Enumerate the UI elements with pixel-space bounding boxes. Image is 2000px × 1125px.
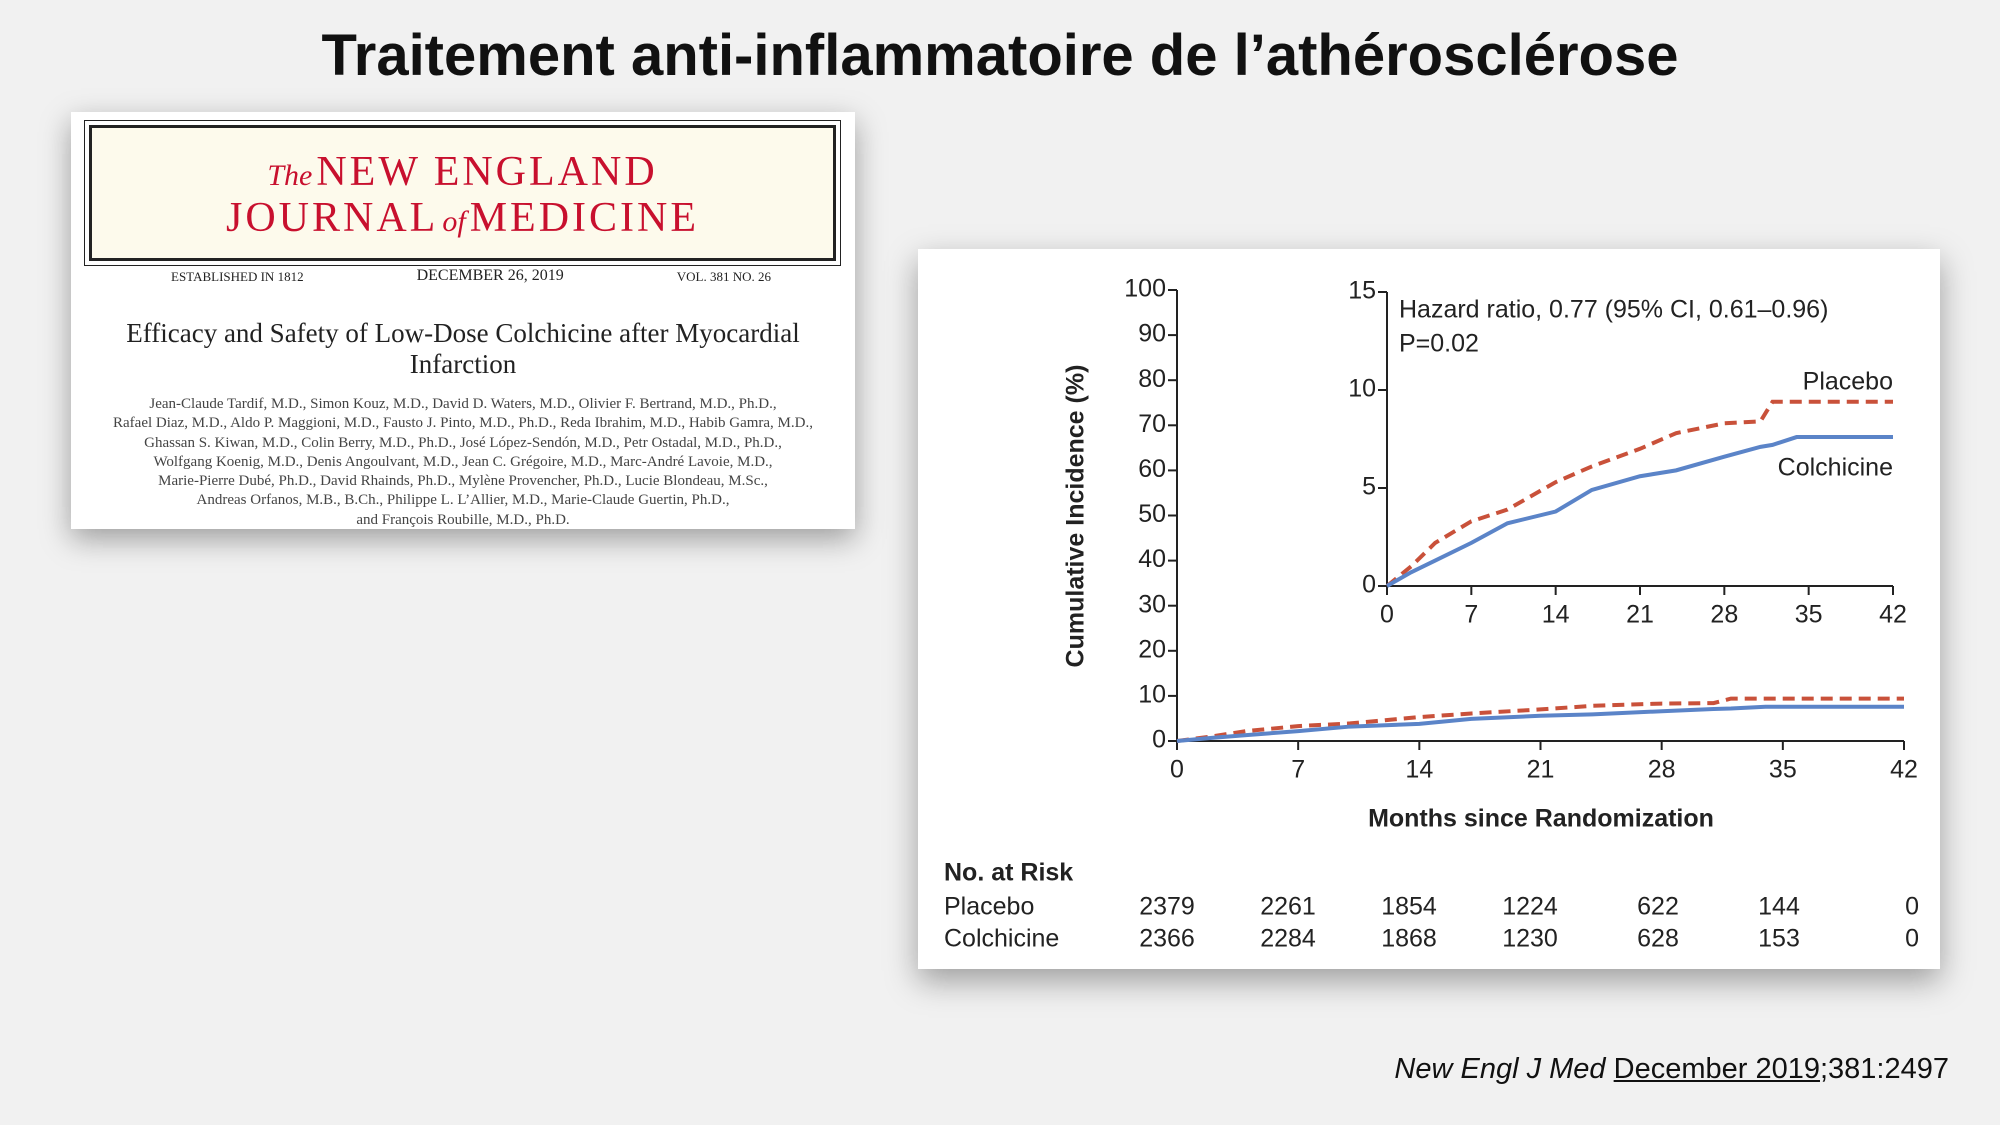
risk-count: 622 bbox=[1637, 893, 1679, 921]
x-tick-label: 7 bbox=[1464, 601, 1478, 629]
risk-count: 0 bbox=[1905, 893, 1919, 921]
risk-count: 1868 bbox=[1381, 925, 1437, 953]
risk-count: 1230 bbox=[1502, 925, 1558, 953]
y-tick-label: 10 bbox=[1138, 681, 1166, 709]
series-line bbox=[1385, 399, 1893, 588]
citation-ref: ;381:2497 bbox=[1819, 1053, 1949, 1085]
established: ESTABLISHED IN 1812 bbox=[171, 269, 304, 284]
x-tick-label: 0 bbox=[1380, 601, 1394, 629]
volume: VOL. 381 NO. 26 bbox=[676, 269, 771, 284]
author-line: Jean-Claude Tardif, M.D., Simon Kouz, M.… bbox=[149, 396, 777, 412]
y-tick-label: 15 bbox=[1348, 277, 1376, 305]
x-tick-label: 0 bbox=[1170, 756, 1184, 784]
x-tick-label: 35 bbox=[1769, 756, 1797, 784]
x-axis-title: Months since Randomization bbox=[1368, 805, 1714, 833]
risk-count: 628 bbox=[1637, 925, 1679, 953]
risk-count: 144 bbox=[1758, 893, 1800, 921]
x-tick-label: 35 bbox=[1795, 601, 1823, 629]
risk-count: 2284 bbox=[1260, 925, 1316, 953]
y-tick-label: 0 bbox=[1152, 726, 1166, 754]
series-line bbox=[1386, 435, 1893, 588]
x-tick-label: 21 bbox=[1527, 756, 1555, 784]
series-line bbox=[1176, 696, 1904, 743]
y-tick-label: 0 bbox=[1362, 571, 1376, 599]
y-tick-label: 80 bbox=[1138, 365, 1166, 393]
citation-journal: New Engl J Med bbox=[1394, 1053, 1606, 1085]
masthead: The NEW ENGLAND JOURNAL of MEDICINE bbox=[84, 120, 841, 266]
risk-row-label: Placebo bbox=[944, 893, 1034, 921]
y-tick-label: 60 bbox=[1138, 455, 1166, 483]
x-tick-label: 7 bbox=[1291, 756, 1305, 784]
issue-info: ESTABLISHED IN 1812 DECEMBER 26, 2019 VO… bbox=[171, 267, 771, 285]
journal-word: JOURNAL bbox=[226, 195, 439, 241]
risk-count: 2261 bbox=[1260, 893, 1316, 921]
y-tick-label: 100 bbox=[1124, 275, 1166, 303]
x-tick-label: 28 bbox=[1710, 601, 1738, 629]
y-tick-label: 20 bbox=[1138, 635, 1166, 663]
y-tick-label: 50 bbox=[1138, 500, 1166, 528]
y-axis-title: Cumulative Incidence (%) bbox=[1062, 365, 1090, 668]
x-tick-label: 21 bbox=[1626, 601, 1654, 629]
author-line: and François Roubille, M.D., Ph.D. bbox=[356, 511, 570, 528]
annotation: P=0.02 bbox=[1399, 330, 1479, 358]
y-tick-label: 5 bbox=[1362, 473, 1376, 501]
risk-count: 153 bbox=[1758, 925, 1800, 953]
risk-count: 1224 bbox=[1502, 893, 1558, 921]
y-tick-label: 90 bbox=[1138, 320, 1166, 348]
risk-count: 0 bbox=[1905, 925, 1919, 953]
series-line bbox=[1176, 704, 1904, 743]
risk-count: 2379 bbox=[1139, 893, 1195, 921]
y-tick-label: 10 bbox=[1348, 375, 1376, 403]
slide-title: Traitement anti-inflammatoire de l’athér… bbox=[321, 23, 1679, 88]
journal-word: of bbox=[442, 205, 466, 238]
annotation: Hazard ratio, 0.77 (95% CI, 0.61–0.96) bbox=[1399, 296, 1828, 324]
author-line: Andreas Orfanos, M.B., B.Ch., Philippe L… bbox=[196, 492, 730, 509]
journal-word: MEDICINE bbox=[469, 195, 699, 241]
author-line: Rafael Diaz, M.D., Aldo P. Maggioni, M.D… bbox=[113, 415, 813, 432]
x-tick-label: 28 bbox=[1648, 756, 1676, 784]
y-tick-label: 30 bbox=[1138, 590, 1166, 618]
article-title: Efficacy and Safety of Low-Dose Colchici… bbox=[126, 318, 800, 379]
series-label: Colchicine bbox=[1778, 454, 1893, 482]
risk-row-label: Colchicine bbox=[944, 925, 1059, 953]
article-header: The NEW ENGLAND JOURNAL of MEDICINE ESTA… bbox=[71, 112, 855, 529]
risk-title: No. at Risk bbox=[944, 859, 1073, 887]
x-tick-label: 14 bbox=[1542, 601, 1570, 629]
x-tick-label: 14 bbox=[1405, 756, 1433, 784]
x-tick-label: 42 bbox=[1890, 756, 1918, 784]
author-line: Wolfgang Koenig, M.D., Denis Angoulvant,… bbox=[153, 453, 773, 470]
author-line: Ghassan S. Kiwan, M.D., Colin Berry, M.D… bbox=[144, 434, 782, 451]
y-tick-label: 40 bbox=[1138, 545, 1166, 573]
risk-count: 1854 bbox=[1381, 893, 1437, 921]
risk-count: 2366 bbox=[1139, 925, 1195, 953]
x-tick-label: 42 bbox=[1879, 601, 1907, 629]
authors: Jean-Claude Tardif, M.D., Simon Kouz, M.… bbox=[71, 395, 855, 530]
issue-date: DECEMBER 26, 2019 bbox=[416, 267, 564, 284]
journal-word: The bbox=[267, 159, 313, 192]
author-line: Marie-Pierre Dubé, Ph.D., David Rhainds,… bbox=[158, 473, 768, 490]
series-label: Placebo bbox=[1803, 368, 1893, 396]
journal-word: NEW ENGLAND bbox=[316, 149, 658, 195]
y-tick-label: 70 bbox=[1138, 410, 1166, 438]
citation-link[interactable]: December 2019 bbox=[1613, 1053, 1820, 1085]
citation: New Engl J Med December 2019;381:2497 bbox=[1394, 1053, 1949, 1086]
